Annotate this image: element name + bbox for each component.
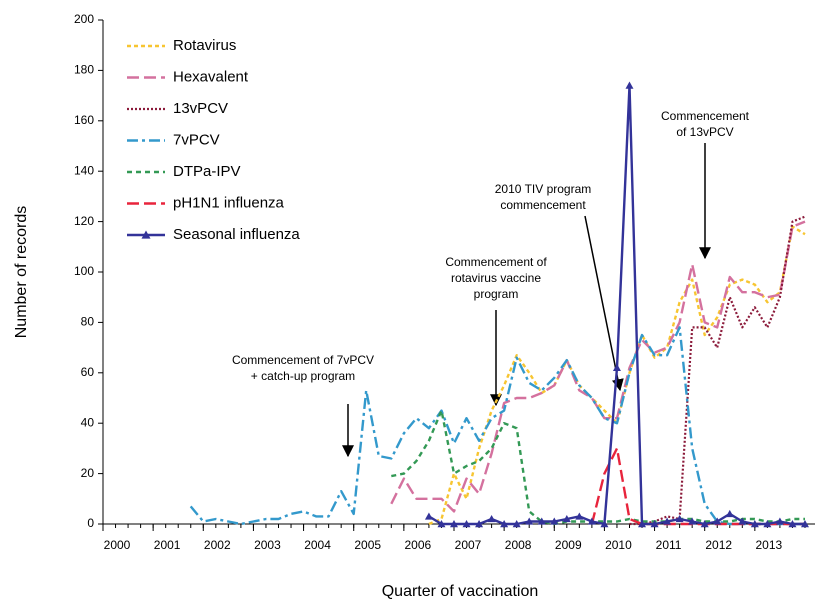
legend-label: 7vPCV xyxy=(173,131,220,148)
y-tick-label: 80 xyxy=(81,315,95,329)
point-marker xyxy=(750,520,759,528)
point-marker xyxy=(437,520,446,528)
y-tick-label: 40 xyxy=(81,415,95,429)
x-tick-label: 2011 xyxy=(656,538,682,552)
y-tick-label: 120 xyxy=(74,214,94,228)
annotation: + catch-up program xyxy=(251,369,355,383)
y-tick-label: 60 xyxy=(81,365,95,379)
point-marker xyxy=(575,512,584,520)
x-tick-label: 2007 xyxy=(455,538,482,552)
series-line xyxy=(189,326,805,526)
y-tick-label: 20 xyxy=(81,466,95,480)
series-line xyxy=(428,225,806,526)
point-marker xyxy=(688,517,697,525)
y-tick-label: 140 xyxy=(74,163,94,177)
y-tick-label: 160 xyxy=(74,113,94,127)
point-marker xyxy=(537,517,546,525)
y-axis-label: Number of records xyxy=(13,206,30,339)
annotation: commencement xyxy=(500,198,586,212)
point-marker xyxy=(638,520,647,528)
x-tick-label: 2005 xyxy=(354,538,381,552)
x-tick-label: 2003 xyxy=(254,538,281,552)
annotation: Commencement xyxy=(661,109,750,123)
point-marker xyxy=(725,509,734,518)
point-marker xyxy=(449,520,458,528)
legend-label: pH1N1 influenza xyxy=(173,194,285,211)
point-marker xyxy=(500,520,509,528)
annotation: 2010 TIV program xyxy=(495,182,592,196)
point-marker xyxy=(625,81,634,89)
annotation: rotavirus vaccine xyxy=(451,271,541,285)
legend-label: Hexavalent xyxy=(173,68,249,85)
legend-marker xyxy=(141,230,151,239)
y-tick-label: 200 xyxy=(74,12,94,26)
point-marker xyxy=(550,517,559,525)
point-marker xyxy=(775,517,784,525)
legend-label: DTPa-IPV xyxy=(173,163,241,180)
point-marker xyxy=(587,517,596,525)
point-marker xyxy=(663,517,672,525)
x-tick-label: 2010 xyxy=(605,538,632,552)
point-marker xyxy=(462,520,471,528)
legend-label: 13vPCV xyxy=(173,100,228,117)
annotation: Commencement of 7vPCV xyxy=(232,353,374,367)
point-marker xyxy=(424,512,433,520)
point-marker xyxy=(600,520,609,528)
point-marker xyxy=(700,520,709,528)
series-line xyxy=(590,447,805,526)
point-marker xyxy=(763,520,772,528)
series-line xyxy=(428,84,805,526)
point-marker xyxy=(512,520,521,528)
point-marker xyxy=(788,520,797,528)
series-line xyxy=(629,215,806,526)
x-tick-label: 2013 xyxy=(755,538,782,552)
y-tick-label: 0 xyxy=(87,516,94,530)
point-marker xyxy=(562,514,571,523)
x-axis-label: Quarter of vaccination xyxy=(382,583,539,600)
point-marker xyxy=(612,363,621,371)
point-marker xyxy=(738,517,747,525)
point-marker xyxy=(800,520,809,528)
x-tick-label: 2001 xyxy=(154,538,181,552)
point-marker xyxy=(475,520,484,528)
legend-label: Seasonal influenza xyxy=(173,226,300,243)
y-tick-label: 100 xyxy=(74,264,94,278)
point-marker xyxy=(487,514,496,523)
annotation: program xyxy=(474,287,519,301)
annotation: of 13vPCV xyxy=(676,125,733,139)
x-tick-label: 2008 xyxy=(505,538,532,552)
point-marker xyxy=(650,520,659,528)
arrow xyxy=(584,215,624,392)
point-marker xyxy=(713,517,722,525)
x-tick-label: 2012 xyxy=(705,538,732,552)
y-tick-label: 180 xyxy=(74,63,94,77)
series-line xyxy=(391,409,805,526)
point-marker xyxy=(675,514,684,523)
point-marker xyxy=(525,517,534,525)
x-tick-label: 2004 xyxy=(304,538,331,552)
x-tick-label: 2006 xyxy=(404,538,431,552)
legend-label: Rotavirus xyxy=(173,37,236,54)
x-tick-label: 2009 xyxy=(555,538,582,552)
annotation-arrows xyxy=(342,143,711,458)
annotation: Commencement of xyxy=(445,255,547,269)
x-tick-label: 2002 xyxy=(204,538,231,552)
x-tick-label: 2000 xyxy=(104,538,131,552)
